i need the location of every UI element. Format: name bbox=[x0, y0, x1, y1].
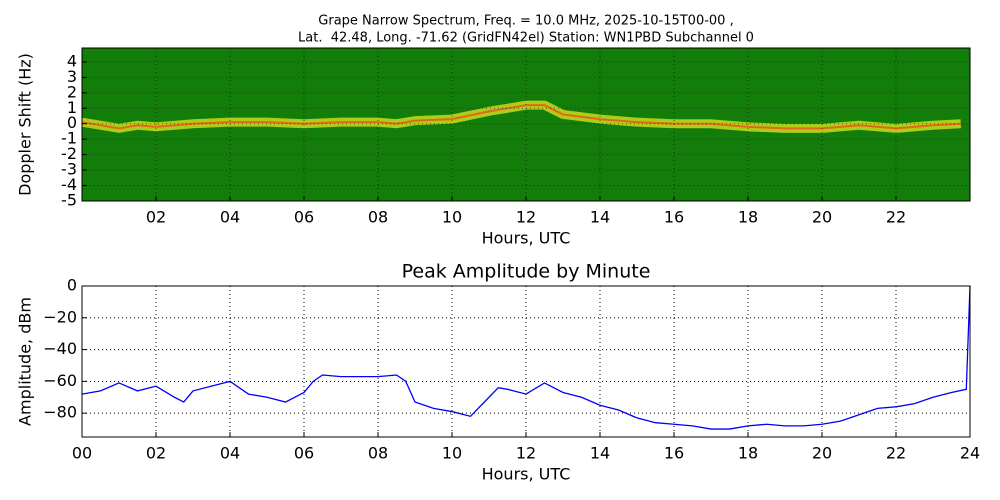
x-tick-label: 22 bbox=[886, 444, 906, 463]
x-tick-label: 22 bbox=[886, 208, 906, 227]
y-tick-label: -1 bbox=[61, 129, 77, 148]
y-tick-label: 1 bbox=[67, 98, 77, 117]
x-tick-label: 10 bbox=[442, 208, 462, 227]
x-tick-label: 06 bbox=[294, 444, 314, 463]
x-tick-label: 04 bbox=[220, 208, 240, 227]
x-tick-label: 00 bbox=[72, 444, 92, 463]
x-tick-label: 18 bbox=[738, 444, 758, 463]
x-tick-label: 04 bbox=[220, 444, 240, 463]
y-tick-label: 4 bbox=[67, 51, 77, 70]
doppler-trace-peak bbox=[81, 104, 961, 130]
x-tick-label: 14 bbox=[590, 444, 610, 463]
y-axis-label: Doppler Shift (Hz) bbox=[16, 53, 35, 196]
x-tick-label: 16 bbox=[664, 208, 684, 227]
x-tick-label: 08 bbox=[368, 444, 388, 463]
plot-frame bbox=[81, 285, 971, 438]
x-tick-label: 14 bbox=[590, 208, 610, 227]
y-axis-label: Amplitude, dBm bbox=[16, 297, 35, 426]
x-tick-label: 18 bbox=[738, 208, 758, 227]
x-tick-label: 02 bbox=[146, 208, 166, 227]
chart-title: Peak Amplitude by Minute bbox=[402, 261, 651, 283]
x-axis-label: Hours, UTC bbox=[482, 465, 571, 484]
y-tick-label: -3 bbox=[61, 160, 77, 179]
y-tick-label: 0 bbox=[67, 276, 77, 295]
y-tick-label: 2 bbox=[67, 82, 77, 101]
x-tick-label: 20 bbox=[812, 208, 832, 227]
y-tick-label: -5 bbox=[61, 191, 77, 210]
x-tick-label: 24 bbox=[960, 444, 980, 463]
x-tick-label: 16 bbox=[664, 444, 684, 463]
x-axis-label: Hours, UTC bbox=[482, 229, 571, 248]
chart-title: Lat. 42.48, Long. -71.62 (GridFN42el) St… bbox=[298, 31, 754, 46]
x-tick-label: 10 bbox=[442, 444, 462, 463]
plot-frame bbox=[81, 47, 971, 202]
y-tick-label: −60 bbox=[43, 371, 77, 390]
y-tick-label: −20 bbox=[43, 307, 77, 326]
x-tick-label: 08 bbox=[368, 208, 388, 227]
x-tick-label: 06 bbox=[294, 208, 314, 227]
amplitude-line bbox=[81, 285, 971, 430]
y-tick-label: -4 bbox=[61, 175, 77, 194]
y-tick-label: 3 bbox=[67, 67, 77, 86]
y-tick-label: −40 bbox=[43, 339, 77, 358]
x-tick-label: 12 bbox=[516, 444, 536, 463]
chart-title: Grape Narrow Spectrum, Freq. = 10.0 MHz,… bbox=[318, 14, 733, 29]
x-tick-label: 12 bbox=[516, 208, 536, 227]
y-tick-label: −80 bbox=[43, 403, 77, 422]
y-tick-label: -2 bbox=[61, 144, 77, 163]
x-tick-label: 02 bbox=[146, 444, 166, 463]
y-tick-label: 0 bbox=[67, 113, 77, 132]
x-tick-label: 20 bbox=[812, 444, 832, 463]
